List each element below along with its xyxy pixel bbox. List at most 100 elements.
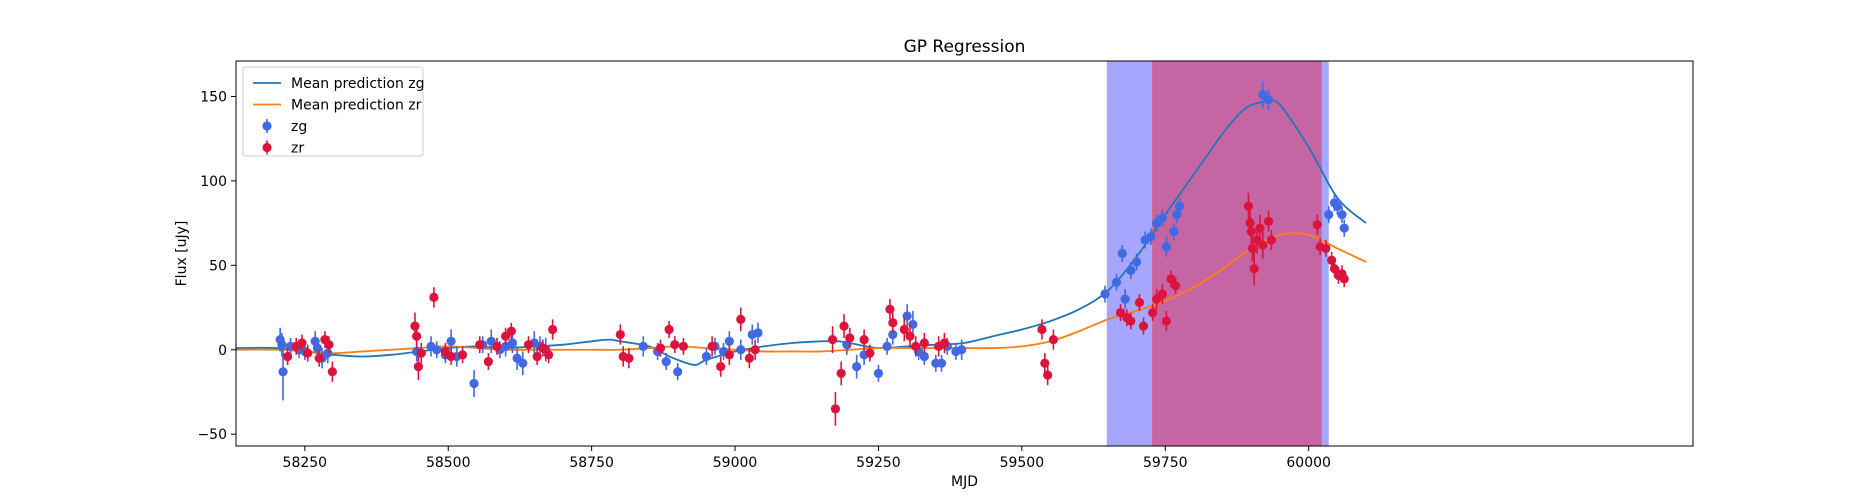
marker (1157, 289, 1167, 299)
marker (1332, 201, 1342, 211)
data-point-zg (661, 353, 671, 371)
data-point-zr (327, 361, 337, 382)
marker (410, 321, 420, 331)
data-point-zr (1255, 214, 1265, 242)
data-point-zr (413, 353, 424, 381)
marker (1329, 264, 1340, 274)
data-point-zg (277, 332, 287, 357)
marker (1131, 257, 1142, 267)
marker (483, 356, 493, 367)
data-point-zr (483, 353, 493, 371)
data-point-zr (865, 344, 875, 362)
marker (446, 336, 456, 346)
data-point-zg (936, 354, 947, 372)
data-point-zr (1312, 214, 1322, 235)
marker (859, 335, 869, 345)
data-point-zg (1175, 197, 1185, 215)
marker (827, 335, 838, 345)
x-tick-label: 59500 (1000, 455, 1045, 471)
data-point-zr (905, 324, 915, 349)
data-point-zr (716, 356, 726, 377)
marker (624, 353, 634, 363)
marker (1258, 240, 1268, 250)
legend: Mean prediction zg Mean prediction zr zg zr (242, 66, 425, 157)
data-point-zr (1161, 310, 1172, 332)
data-point-zr (1258, 231, 1268, 259)
data-point-zr (548, 319, 558, 340)
data-point-zr (1247, 234, 1258, 262)
data-point-zg (736, 339, 746, 360)
data-point-zr (827, 326, 838, 354)
marker (1146, 232, 1156, 242)
x-tick-label: 59750 (1143, 455, 1188, 471)
data-point-zr (655, 339, 666, 357)
data-point-zr (836, 361, 846, 386)
data-point-zr (1138, 317, 1149, 335)
marker (1339, 223, 1349, 233)
marker (701, 351, 711, 362)
y-axis-ticks: −50 0 50 100 150 (197, 89, 236, 443)
y-tick-label: 100 (200, 174, 227, 190)
marker (707, 341, 717, 351)
data-point-zr (544, 346, 554, 364)
marker (548, 324, 558, 335)
data-point-zr (885, 299, 895, 320)
marker (1117, 248, 1127, 259)
data-point-zg (507, 332, 518, 354)
data-point-zr (624, 348, 634, 369)
marker (538, 343, 548, 353)
legend-entry: zg (262, 119, 307, 135)
marker (277, 340, 287, 350)
x-tick-label: 58250 (283, 455, 328, 471)
marker (936, 358, 947, 368)
marker (899, 324, 909, 335)
data-point-zr (724, 344, 734, 365)
data-point-zr (1048, 329, 1059, 350)
chart-title: GP Regression (904, 37, 1026, 57)
marker (845, 333, 855, 343)
marker (724, 350, 734, 360)
data-point-zr (919, 332, 929, 354)
marker (1138, 321, 1149, 331)
data-point-zg (1157, 209, 1167, 227)
data-point-zr (303, 344, 313, 362)
marker (532, 351, 542, 362)
marker (297, 338, 307, 348)
marker (1166, 274, 1176, 284)
marker (830, 404, 841, 414)
marker (1321, 243, 1331, 254)
shaded-region-zr (1152, 60, 1322, 447)
data-point-zg (852, 354, 862, 379)
data-point-zg (1117, 245, 1127, 262)
data-point-zg (1324, 206, 1334, 224)
legend-marker (262, 142, 272, 153)
data-point-zg (673, 363, 683, 381)
marker (1245, 218, 1255, 228)
marker (865, 348, 875, 358)
marker (750, 345, 760, 355)
marker (1170, 280, 1181, 291)
marker (939, 338, 950, 348)
marker (314, 353, 324, 363)
x-tick-label: 60000 (1286, 455, 1331, 471)
marker (544, 350, 554, 360)
marker (506, 326, 516, 336)
marker (327, 367, 337, 377)
marker (469, 378, 479, 389)
data-point-zg (1100, 285, 1110, 303)
data-point-zr (1263, 211, 1274, 232)
data-point-zr (475, 336, 485, 354)
data-point-zr (670, 336, 680, 354)
data-point-zr (446, 348, 456, 365)
marker (523, 340, 534, 350)
data-point-zg (1337, 206, 1347, 224)
data-point-zr (492, 337, 502, 355)
marker (673, 367, 683, 377)
marker (1247, 243, 1258, 254)
data-point-zr (678, 337, 689, 355)
marker (1246, 226, 1256, 237)
marker (839, 321, 849, 331)
marker (1337, 210, 1347, 220)
data-point-zr (744, 348, 754, 369)
y-tick-label: 0 (218, 343, 227, 359)
